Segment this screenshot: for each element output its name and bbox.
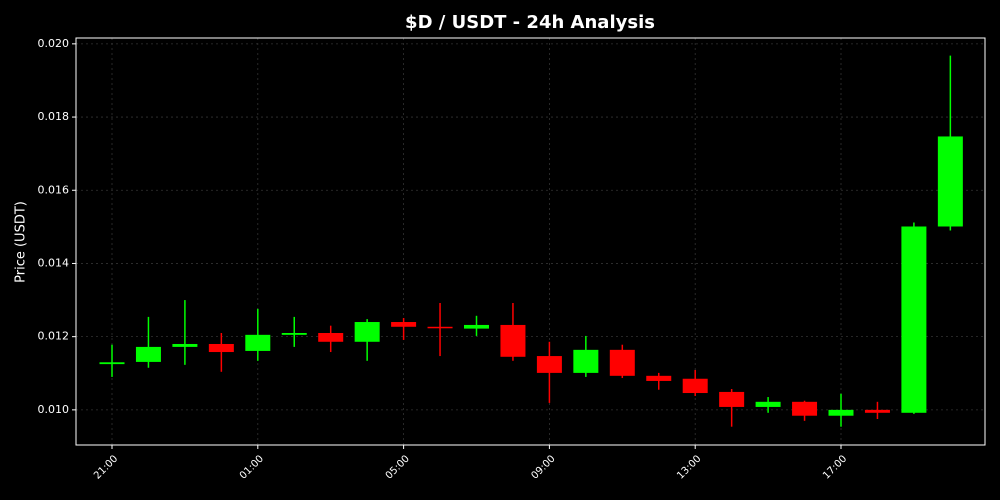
y-tick-label: 0.016 [38,183,70,196]
candle-body [755,401,781,407]
candle-body [245,334,271,351]
y-axis-label: Price (USDT) [14,201,29,283]
y-tick-label: 0.012 [38,330,70,343]
plot-frame [75,37,986,446]
y-tick-label: 0.014 [38,256,70,269]
candle-body [792,401,818,416]
y-tick-label: 0.020 [38,37,70,50]
candle-body [281,333,307,335]
candle-body [464,324,489,329]
candle-body [135,346,161,362]
candle-body [500,324,526,357]
candle-body [536,356,562,373]
chart-title: $D / USDT - 24h Analysis [405,12,655,33]
candle-body [682,378,708,394]
x-tick-label: 13:00 [675,453,703,481]
candle-body [646,375,672,381]
x-tick-label: 21:00 [92,453,120,481]
candle-body [172,343,198,347]
candle-body [573,349,599,373]
candle-body [99,362,125,365]
y-tick-label: 0.010 [38,403,70,416]
x-tick-label: 01:00 [238,453,266,481]
candle-body [937,136,963,227]
candle-body [864,409,890,413]
candle-body [427,326,453,329]
candle-body [354,322,380,342]
candle-body [391,322,417,327]
x-tick-label: 09:00 [529,453,557,481]
candle-body [609,349,635,376]
candle-body [318,333,344,342]
candle-body [208,343,234,353]
candle-body [828,409,854,416]
x-tick-label: 17:00 [821,453,849,481]
candle-body [719,391,745,407]
candle-body [901,226,927,413]
y-tick-label: 0.018 [38,110,70,123]
x-tick-label: 05:00 [384,453,412,481]
